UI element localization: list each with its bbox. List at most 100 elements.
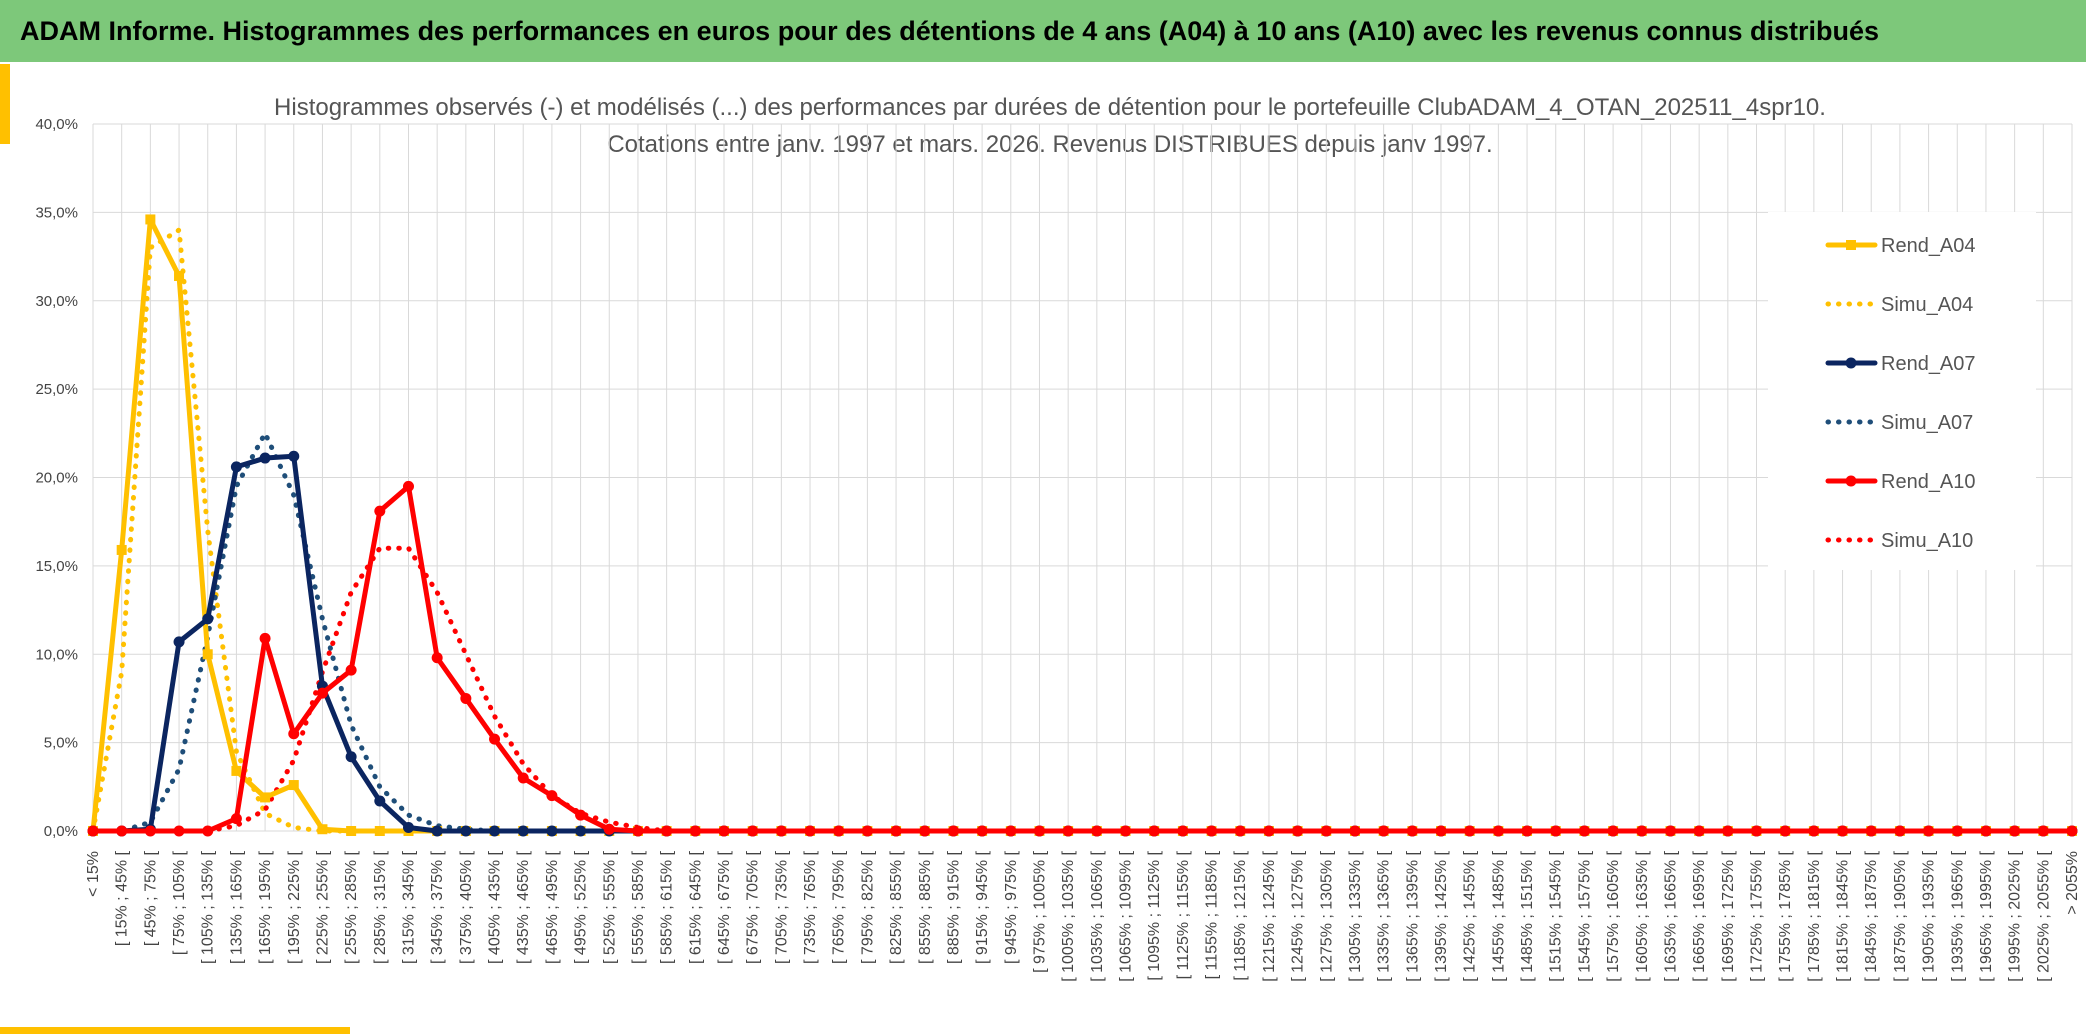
point-marker	[1923, 825, 1935, 837]
point-marker	[1550, 825, 1562, 837]
series-line	[90, 483, 2075, 834]
x-tick-label: [ 1455% ; 1485% [	[1490, 850, 1507, 981]
x-tick-label: [ 345% ; 375% [	[429, 850, 446, 964]
x-tick-label: [ 1995% ; 2025% [	[2007, 850, 2024, 981]
point-marker	[1177, 825, 1189, 837]
x-tick-label: [ 405% ; 435% [	[487, 850, 504, 964]
chart-title: Histogrammes observés (-) et modélisés (…	[274, 94, 1826, 121]
point-marker	[2066, 825, 2078, 837]
point-marker	[259, 452, 271, 464]
x-tick-label: [ 1515% ; 1545% [	[1548, 850, 1565, 981]
point-marker	[1320, 825, 1332, 837]
x-tick-label: [ 1725% ; 1755% [	[1749, 850, 1766, 981]
x-tick-label: [ 105% ; 135% [	[200, 850, 217, 964]
legend-marker	[1846, 240, 1856, 250]
point-marker	[804, 825, 816, 837]
point-marker	[1435, 825, 1447, 837]
point-marker	[116, 825, 128, 837]
y-tick-label: 35,0%	[35, 204, 78, 221]
point-marker	[1378, 825, 1390, 837]
x-tick-label: [ 735% ; 765% [	[802, 850, 819, 964]
x-tick-label: [ 1065% ; 1095% [	[1118, 850, 1135, 981]
legend: Rend_A04 Simu_A04 Rend_A07 Simu_A07 Rend_A10…	[1768, 212, 2036, 570]
point-marker	[2009, 825, 2021, 837]
legend-label: Simu_A07	[1881, 412, 1973, 434]
point-marker	[1033, 825, 1045, 837]
legend-label: Rend_A07	[1881, 353, 1976, 375]
point-marker	[1091, 825, 1103, 837]
point-marker	[575, 809, 587, 821]
point-marker	[775, 825, 787, 837]
x-tick-label: [ 915% ; 945% [	[974, 850, 991, 964]
point-marker	[345, 751, 357, 763]
point-marker	[517, 772, 529, 784]
corner-deco	[0, 64, 10, 144]
point-marker	[174, 271, 185, 282]
chart-subtitle: Cotations entre janv. 1997 et mars. 2026…	[607, 131, 1492, 158]
point-marker	[288, 780, 299, 791]
point-marker	[173, 825, 185, 837]
point-marker	[603, 823, 615, 835]
point-marker	[489, 825, 501, 837]
point-marker	[1636, 825, 1648, 837]
legend-label: Simu_A10	[1881, 530, 1973, 552]
x-tick-label: [ 1605% ; 1635% [	[1634, 850, 1651, 981]
point-marker	[202, 649, 213, 660]
point-marker	[1865, 825, 1877, 837]
point-marker	[345, 664, 357, 676]
point-marker	[517, 825, 529, 837]
point-marker	[288, 450, 300, 462]
point-marker	[1005, 825, 1017, 837]
series-line	[90, 545, 2075, 834]
point-marker	[947, 825, 959, 837]
point-marker	[2037, 825, 2049, 837]
point-marker	[144, 825, 156, 837]
y-tick-label: 15,0%	[35, 558, 78, 575]
point-marker	[288, 728, 300, 740]
point-marker	[202, 613, 214, 625]
point-marker	[260, 792, 271, 803]
x-tick-label: > 2055%	[2064, 851, 2081, 915]
x-tick-label: [ 315% ; 345% [	[400, 850, 417, 964]
x-tick-label: [ 1815% ; 1845% [	[1835, 850, 1852, 981]
point-marker	[546, 790, 558, 802]
x-tick-label: [ 1305% ; 1335% [	[1347, 850, 1364, 981]
x-tick-label: [ 285% ; 315% [	[372, 850, 389, 964]
x-tick-label: [ 375% ; 405% [	[458, 850, 475, 964]
point-marker	[976, 825, 988, 837]
point-marker	[1607, 825, 1619, 837]
point-marker	[374, 795, 386, 807]
point-marker	[718, 825, 730, 837]
x-tick-label: [ 75% ; 105% [	[171, 850, 188, 955]
point-marker	[374, 826, 385, 836]
point-marker	[460, 825, 472, 837]
point-marker	[402, 821, 414, 833]
point-marker	[1148, 825, 1160, 837]
x-tick-label: [ 1185% ; 1215% [	[1232, 850, 1249, 980]
x-tick-label: [ 975% ; 1005% [	[1031, 850, 1048, 972]
x-tick-label: [ 1095% ; 1125% [	[1146, 850, 1163, 980]
legend-marker	[1845, 357, 1857, 369]
point-marker	[890, 825, 902, 837]
point-marker	[1521, 825, 1533, 837]
point-marker	[431, 652, 443, 664]
page-header: ADAM Informe. Histogrammes des performan…	[0, 0, 2086, 62]
point-marker	[1406, 825, 1418, 837]
point-marker	[173, 636, 185, 648]
point-marker	[259, 632, 271, 644]
point-marker	[1492, 825, 1504, 837]
x-tick-label: [ 465% ; 495% [	[544, 850, 561, 964]
x-tick-label: [ 675% ; 705% [	[745, 850, 762, 964]
x-tick-label: [ 1005% ; 1035% [	[1060, 850, 1077, 981]
y-tick-label: 40,0%	[35, 116, 78, 133]
point-marker	[489, 733, 501, 745]
y-tick-label: 30,0%	[35, 293, 78, 310]
x-tick-label: < 15%	[85, 851, 102, 897]
x-tick-label: [ 585% ; 615% [	[659, 850, 676, 964]
corner-deco	[0, 1027, 350, 1034]
x-tick-label: [ 765% ; 795% [	[831, 850, 848, 964]
legend-label: Simu_A04	[1881, 294, 1973, 316]
x-tick-label: [ 225% ; 255% [	[314, 850, 331, 964]
x-tick-label: [ 1365% ; 1395% [	[1404, 850, 1421, 981]
point-marker	[202, 825, 214, 837]
